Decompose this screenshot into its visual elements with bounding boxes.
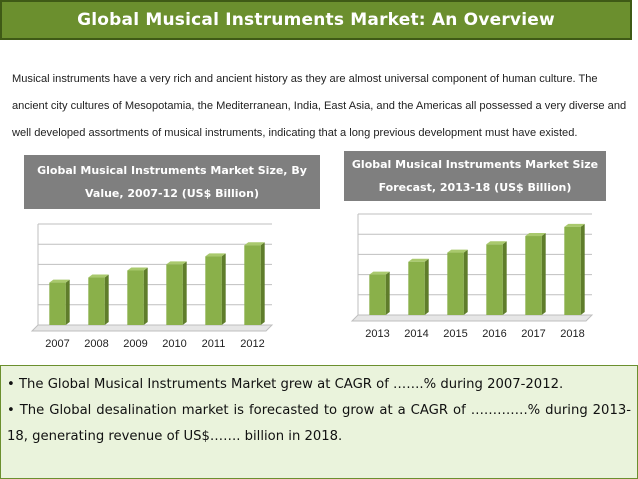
bar-side xyxy=(221,253,226,325)
bar-2013 xyxy=(369,271,390,315)
bar-2015 xyxy=(447,249,468,315)
bar-front xyxy=(88,277,105,325)
x-tick-label: 2014 xyxy=(404,328,428,340)
title-bar: Global Musical Instruments Market: An Ov… xyxy=(0,0,632,40)
bar-2017 xyxy=(525,233,546,315)
x-tick-label: 2011 xyxy=(202,338,226,350)
bar-chart-market-size: 2007 2008 2009 2010 2011 2012 xyxy=(30,223,274,350)
intro-paragraph: Musical instruments have a very rich and… xyxy=(12,73,627,139)
bar-front xyxy=(564,226,581,315)
bar-top xyxy=(166,261,187,265)
bar-side xyxy=(104,274,109,325)
bar-chart-forecast: 2013 2014 2015 2016 2017 2018 xyxy=(350,213,594,340)
bar-top xyxy=(525,233,546,237)
chart-floor xyxy=(30,324,274,332)
bar-front xyxy=(49,282,66,325)
bar-top xyxy=(564,223,585,227)
summary-bullet-1: • The Global Musical Instruments Market … xyxy=(7,377,564,392)
page-title: Global Musical Instruments Market: An Ov… xyxy=(77,10,555,30)
bar-side xyxy=(385,271,390,315)
bar-2012 xyxy=(244,242,265,325)
bar-front xyxy=(447,252,464,315)
x-tick-label: 2015 xyxy=(443,328,467,340)
bar-front xyxy=(369,274,386,315)
bar-side xyxy=(580,223,585,315)
bar-side xyxy=(143,267,148,325)
bar-2009 xyxy=(127,267,148,325)
x-tick-label: 2018 xyxy=(560,328,584,340)
bar-2018 xyxy=(564,223,585,315)
chart-floor xyxy=(350,314,594,322)
bar-side xyxy=(182,261,187,325)
bar-front xyxy=(205,256,222,325)
bar-side xyxy=(260,242,265,325)
bar-side xyxy=(463,249,468,315)
bar-top xyxy=(447,249,468,253)
bar-front xyxy=(244,245,261,325)
bar-side xyxy=(541,233,546,315)
bar-top xyxy=(88,274,109,278)
x-tick-label: 2013 xyxy=(365,328,389,340)
bar-front xyxy=(166,264,183,325)
summary-bullet-2: • The Global desalination market is fore… xyxy=(7,403,631,444)
bar-front xyxy=(127,270,144,325)
chart-title-forecast: Global Musical Instruments Market Size F… xyxy=(344,151,606,201)
bar-2016 xyxy=(486,241,507,315)
bar-2007 xyxy=(49,279,70,325)
bar-2014 xyxy=(408,258,429,315)
bar-2010 xyxy=(166,261,187,325)
bar-front xyxy=(525,236,542,315)
bar-top xyxy=(369,271,390,275)
x-tick-label: 2008 xyxy=(84,338,108,350)
x-tick-label: 2010 xyxy=(162,338,186,350)
x-tick-label: 2016 xyxy=(482,328,506,340)
x-tick-label: 2012 xyxy=(240,338,264,350)
bar-top xyxy=(244,242,265,246)
bar-front xyxy=(486,244,503,315)
summary-box: • The Global Musical Instruments Market … xyxy=(0,365,638,479)
bar-side xyxy=(424,258,429,315)
x-tick-label: 2007 xyxy=(45,338,69,350)
x-tick-label: 2009 xyxy=(123,338,147,350)
bar-top xyxy=(205,253,226,257)
x-tick-label: 2017 xyxy=(521,328,545,340)
bar-top xyxy=(486,241,507,245)
bar-front xyxy=(408,261,425,315)
bar-2008 xyxy=(88,274,109,325)
bar-side xyxy=(65,279,70,325)
bar-side xyxy=(502,241,507,315)
bar-top xyxy=(408,258,429,262)
bar-2011 xyxy=(205,253,226,325)
bar-top xyxy=(127,267,148,271)
bar-top xyxy=(49,279,70,283)
chart-title-market-size: Global Musical Instruments Market Size, … xyxy=(24,155,320,209)
